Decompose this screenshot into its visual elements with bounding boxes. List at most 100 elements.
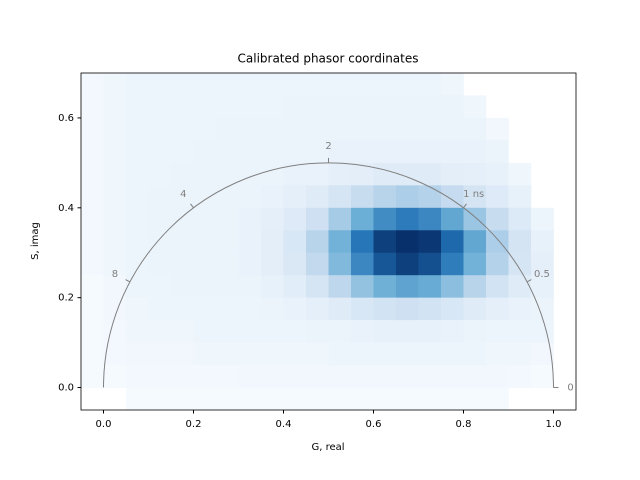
bin [418, 162, 442, 186]
bin [373, 162, 397, 186]
bin [148, 275, 172, 298]
bin [328, 387, 352, 411]
bin [396, 365, 419, 388]
bin [193, 117, 217, 141]
bin [261, 320, 284, 343]
bin [328, 162, 352, 186]
bin [306, 275, 329, 298]
bin [463, 207, 487, 231]
bin [373, 230, 397, 254]
bin [216, 365, 239, 388]
bin [126, 117, 149, 141]
bin [306, 252, 329, 276]
bin [81, 320, 104, 343]
bin [373, 342, 397, 366]
bin [103, 207, 127, 231]
bin [216, 140, 239, 164]
bin [283, 342, 307, 366]
bin [261, 162, 284, 186]
bin [441, 207, 464, 231]
bin [81, 297, 104, 321]
x-tick-label: 0.8 [456, 419, 472, 430]
bin [441, 162, 464, 186]
bin [396, 207, 419, 231]
bin [463, 117, 487, 141]
bin [171, 162, 194, 186]
bin [261, 342, 284, 366]
bin [328, 252, 352, 276]
bin [396, 275, 419, 298]
bin [171, 230, 194, 254]
bin [508, 252, 532, 276]
bin [238, 387, 262, 411]
x-tick-label: 1.0 [546, 419, 562, 430]
bin [103, 95, 127, 119]
bin [283, 387, 307, 411]
bin [216, 297, 239, 321]
bin [486, 252, 509, 276]
bin [103, 342, 127, 366]
bin [328, 320, 352, 343]
bin [531, 207, 554, 231]
semicircle-tick-label: 0.5 [534, 269, 550, 280]
bin [508, 162, 532, 186]
bin [283, 297, 307, 321]
bin [306, 95, 329, 119]
semicircle-tick-label: 1 ns [463, 189, 484, 200]
bin [396, 320, 419, 343]
bin [126, 252, 149, 276]
bin [171, 140, 194, 164]
bin [418, 140, 442, 164]
bin [418, 387, 442, 411]
bin [463, 230, 487, 254]
y-tick-label: 0.6 [58, 113, 74, 124]
bin [396, 230, 419, 254]
bin [351, 207, 374, 231]
bin [351, 252, 374, 276]
bin [171, 342, 194, 366]
x-tick-label: 0.0 [96, 419, 112, 430]
bin [126, 342, 149, 366]
bin [373, 387, 397, 411]
bin [148, 320, 172, 343]
bin [441, 275, 464, 298]
bin [261, 275, 284, 298]
bin [486, 342, 509, 366]
bin [148, 95, 172, 119]
bin [193, 185, 217, 209]
bin [283, 207, 307, 231]
bin [171, 252, 194, 276]
x-tick-label: 0.4 [276, 419, 292, 430]
bin [486, 140, 509, 164]
bin [463, 342, 487, 366]
bin [216, 73, 239, 96]
bin [418, 73, 442, 96]
bin [463, 320, 487, 343]
bin [216, 252, 239, 276]
bin [351, 387, 374, 411]
bin [81, 140, 104, 164]
bin [441, 342, 464, 366]
bin [328, 117, 352, 141]
bin [486, 297, 509, 321]
bin [508, 297, 532, 321]
bin [216, 342, 239, 366]
heatmap [81, 73, 554, 411]
bin [306, 365, 329, 388]
bin [81, 252, 104, 276]
chart-title: Calibrated phasor coordinates [238, 52, 419, 66]
bin [238, 117, 262, 141]
bin [148, 117, 172, 141]
bin [216, 185, 239, 209]
x-tick-label: 0.2 [186, 419, 202, 430]
bin [171, 320, 194, 343]
bin [531, 320, 554, 343]
bin [238, 73, 262, 96]
bin [81, 230, 104, 254]
bin [328, 297, 352, 321]
bin [261, 140, 284, 164]
bin [328, 140, 352, 164]
bin [396, 387, 419, 411]
bin [373, 73, 397, 96]
bin [171, 387, 194, 411]
